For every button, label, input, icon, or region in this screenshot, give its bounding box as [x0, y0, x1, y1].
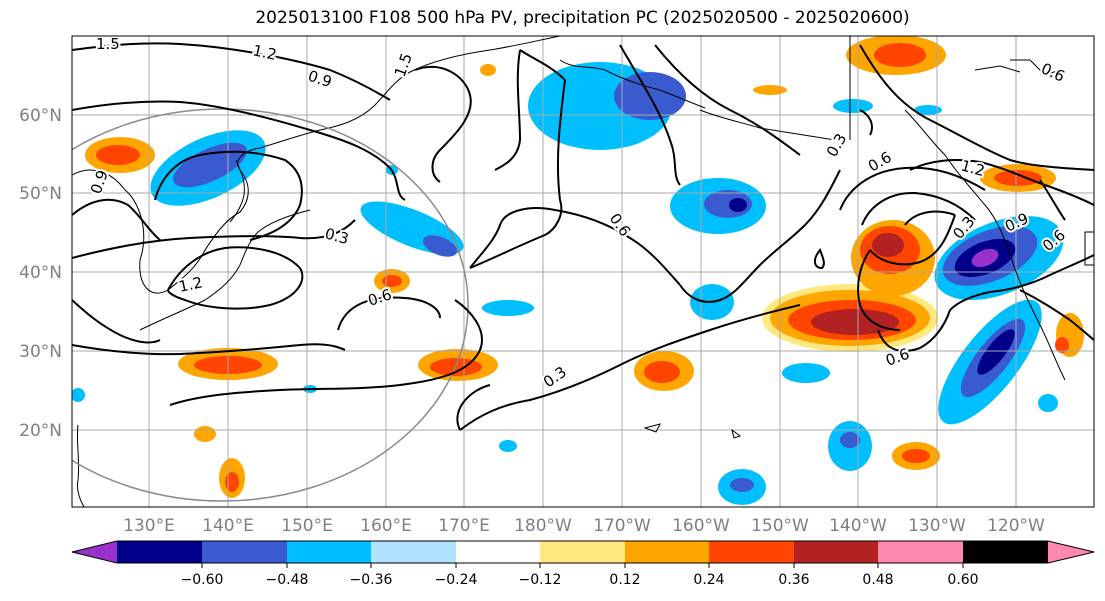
colorbar-outline — [71, 540, 1095, 564]
colorbar-tick-label: 0.48 — [862, 572, 893, 588]
colorbar-segment — [794, 541, 878, 563]
lat-label: 50°N — [19, 184, 62, 204]
colorbar-tick-label: 0.60 — [947, 572, 978, 588]
lon-label: 140°E — [202, 516, 254, 536]
colorbar-segment — [625, 541, 709, 563]
contour-label: 1.2 — [959, 156, 987, 180]
lat-label: 40°N — [19, 263, 62, 283]
lon-label: 160°E — [360, 516, 412, 536]
colorbar-segment — [456, 541, 540, 563]
colorbar-low-extend — [72, 541, 117, 563]
negative-precip-areas — [72, 62, 1064, 505]
contour-label: 1.2 — [177, 273, 204, 296]
lon-label: 170°W — [593, 516, 651, 536]
contour-label: 1.5 — [96, 35, 120, 53]
longitude-labels: 130°E 140°E 150°E 160°E 170°E 180°W 170°… — [123, 516, 1045, 536]
lon-label: 170°E — [438, 516, 490, 536]
colorbar-segment — [287, 541, 371, 563]
lon-label: 130°W — [908, 516, 966, 536]
contour-label: 0.3 — [540, 363, 570, 391]
great-circle-ring — [72, 108, 469, 502]
lon-label: 130°E — [123, 516, 175, 536]
lon-label: 150°E — [281, 516, 333, 536]
colorbar-segment — [963, 541, 1048, 563]
lon-label: 180°W — [514, 516, 572, 536]
contour-label: 0.6 — [606, 210, 634, 240]
lat-label: 20°N — [19, 421, 62, 441]
colorbar-segment — [202, 541, 287, 563]
pv-contours — [72, 42, 1094, 431]
lat-label: 60°N — [19, 106, 62, 126]
colorbar-tick-label: −0.60 — [181, 572, 224, 588]
contour-label: 0.9 — [87, 168, 112, 197]
colorbar-high-extend — [1048, 541, 1094, 563]
map-title: 2025013100 F108 500 hPa PV, precipitatio… — [255, 8, 910, 28]
lon-label: 140°W — [829, 516, 887, 536]
map-frame — [71, 35, 1095, 508]
colorbar-segment — [709, 541, 794, 563]
colorbar-segment — [371, 541, 456, 563]
colorbar — [71, 540, 1095, 564]
contour-label: 0.3 — [823, 130, 851, 160]
lon-label: 120°W — [987, 516, 1045, 536]
colorbar-tick-label: −0.24 — [435, 572, 478, 588]
graticule — [72, 36, 1094, 507]
contour-label: 1.2 — [251, 41, 278, 64]
contour-label: 0.6 — [1038, 59, 1067, 85]
colorbar-tick-label: 0.24 — [693, 572, 724, 588]
colorbar-segment — [117, 541, 202, 563]
colorbar-tick-label: 0.36 — [778, 572, 809, 588]
precipitation-shading — [72, 36, 1084, 505]
lat-label: 30°N — [19, 342, 62, 362]
colorbar-segment — [878, 541, 963, 563]
colorbar-tick-label: 0.12 — [609, 572, 640, 588]
contour-label: 0.6 — [865, 148, 895, 176]
colorbar-tick-label: −0.36 — [350, 572, 393, 588]
colorbar-tick-label: −0.48 — [266, 572, 309, 588]
contour-label: 1.5 — [391, 51, 416, 80]
latitude-labels: 60°N 50°N 40°N 30°N 20°N — [19, 106, 62, 441]
colorbar-ticks: −0.60 −0.48 −0.36 −0.24 −0.12 0.12 0.24 … — [181, 563, 979, 588]
colorbar-tick-label: −0.12 — [519, 572, 562, 588]
lon-label: 150°W — [751, 516, 809, 536]
colorbar-segment — [540, 541, 625, 563]
lon-label: 160°W — [672, 516, 730, 536]
